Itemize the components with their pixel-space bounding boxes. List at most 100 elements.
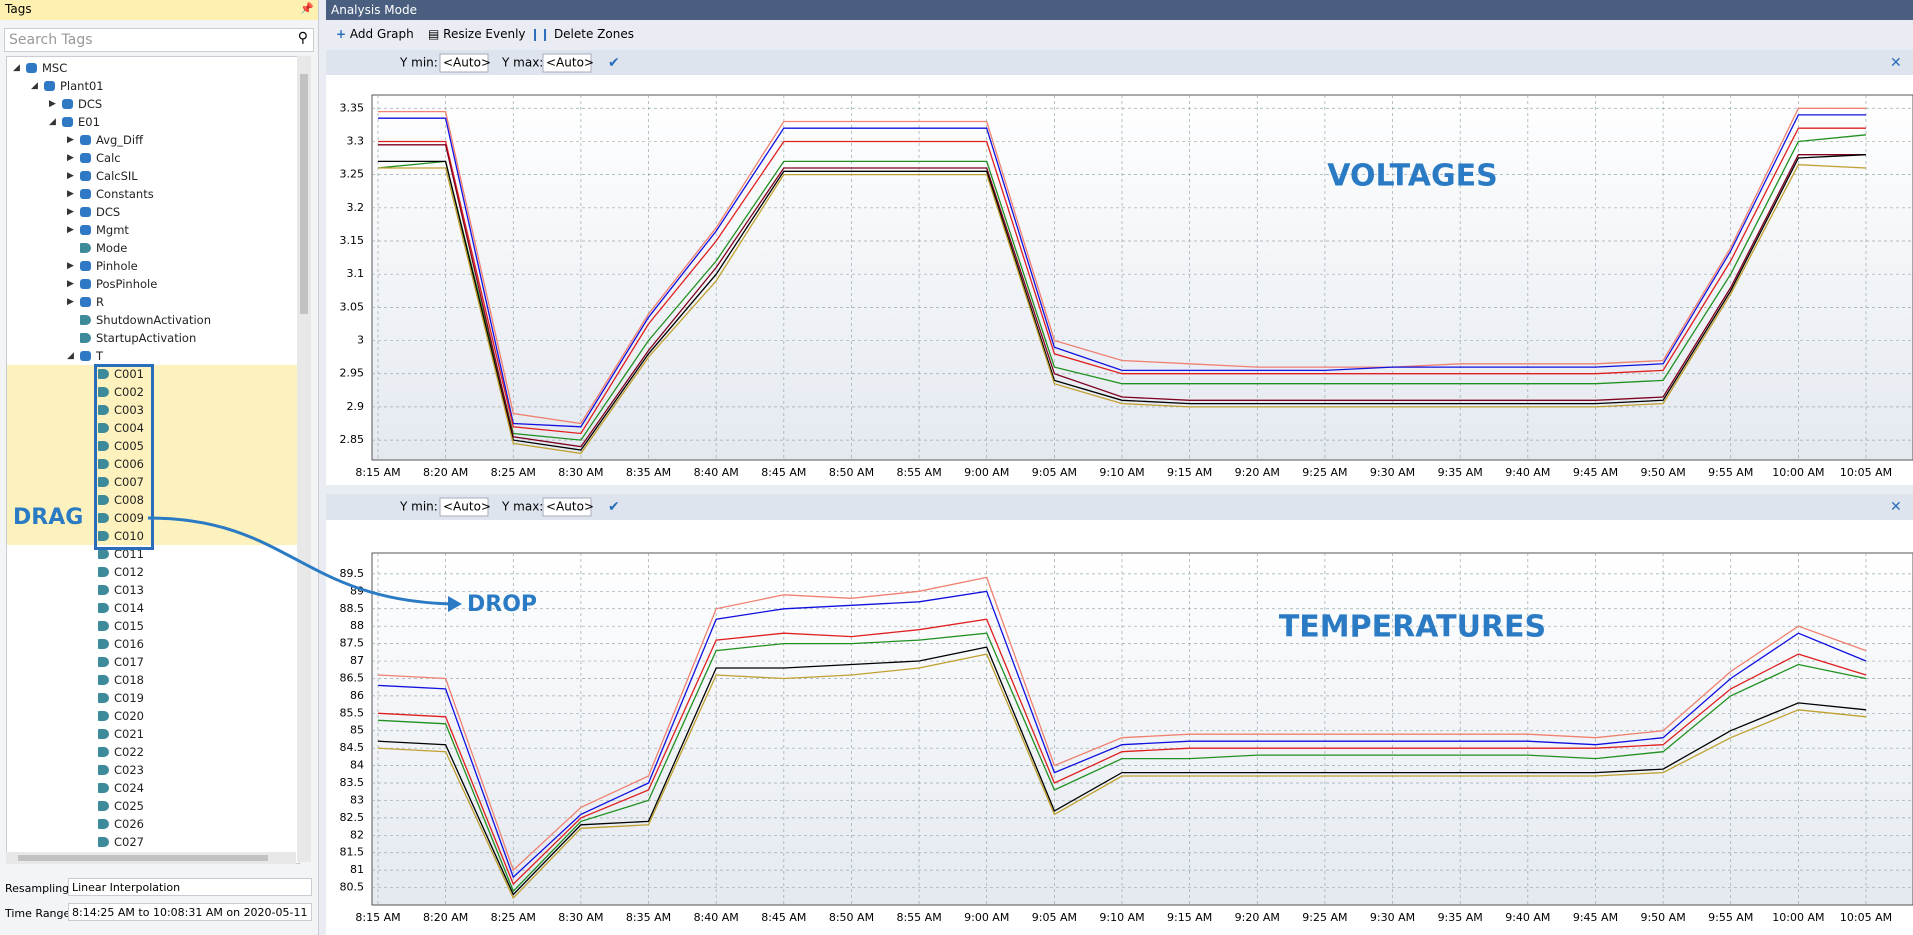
delete-zones-label: Delete Zones [553,27,634,41]
tree-label[interactable]: C010 [114,529,144,543]
expander[interactable]: ▶ [67,207,74,217]
tree-label[interactable]: C012 [114,565,144,579]
tree-label[interactable]: C025 [114,799,144,813]
tree-label[interactable]: Calc [96,151,121,165]
tree-label[interactable]: C006 [114,457,144,471]
tree-label[interactable]: DCS [78,97,103,111]
tree-label[interactable]: C024 [114,781,144,795]
y-tick-label: 83 [350,793,364,806]
expander[interactable]: ▶ [67,135,74,145]
tree-label[interactable]: C027 [114,835,144,849]
tag-icon [98,585,109,595]
tree-label[interactable]: C004 [114,421,144,435]
x-tick-label: 8:35 AM [626,911,671,924]
tree-label[interactable]: Constants [96,187,154,201]
x-tick-label: 8:55 AM [896,911,941,924]
y-max-input[interactable] [542,53,592,73]
expander[interactable]: ▶ [49,99,56,109]
tree-label[interactable]: T [96,349,104,363]
y-min-input[interactable] [439,497,489,517]
tree-label[interactable]: C003 [114,403,144,417]
tree-label[interactable]: ShutdownActivation [96,313,211,327]
x-tick-label: 9:30 AM [1370,466,1415,479]
hscroll-thumb[interactable] [18,855,268,861]
x-tick-label: 10:05 AM [1840,911,1892,924]
folder-icon [80,351,91,361]
resize-evenly-button[interactable]: ▤ Resize Evenly [428,27,526,41]
y-min-value: <Auto> [443,56,491,70]
tree-label[interactable]: C008 [114,493,144,507]
x-tick-label: 8:45 AM [761,466,806,479]
y-max-input[interactable] [542,497,592,517]
close-button: ✕ [1890,499,1902,515]
tree-label[interactable]: E01 [78,115,100,129]
tag-icon [98,513,109,523]
tree-label[interactable]: PosPinhole [96,277,158,291]
tree-label[interactable]: C021 [114,727,144,741]
expander[interactable]: ◢ [13,63,20,73]
tree-label[interactable]: MSC [42,61,68,75]
tree-label[interactable]: Plant01 [60,79,104,93]
add-graph-button[interactable]: + Add Graph [336,27,414,41]
expander[interactable]: ▶ [67,297,74,307]
tree-label[interactable]: C020 [114,709,144,723]
pin-button[interactable]: 📌 [300,2,314,15]
expander[interactable]: ◢ [31,81,38,91]
delete-zones-button[interactable]: ❙❙ Delete Zones [530,27,634,41]
y-tick-label: 86.5 [340,671,365,684]
tag-icon [98,783,109,793]
search-icon[interactable]: ⚲ [297,30,308,46]
tree-label[interactable]: C011 [114,547,144,561]
scrollbar[interactable] [297,56,311,862]
tag-icon [98,675,109,685]
expander[interactable]: ▶ [67,279,74,289]
tree-label[interactable]: C016 [114,637,144,651]
tree-label[interactable]: C014 [114,601,144,615]
tree-label[interactable]: C007 [114,475,144,489]
tree-label[interactable]: C017 [114,655,144,669]
series-line [378,127,1866,435]
tree-label[interactable]: C001 [114,367,144,381]
tree-label[interactable]: C023 [114,763,144,777]
tree-label[interactable]: C005 [114,439,144,453]
expander[interactable]: ▶ [67,189,74,199]
resampling-select[interactable]: Linear Interpolation [68,878,312,896]
expander[interactable]: ◢ [67,351,74,361]
hscrollbar[interactable] [6,852,296,864]
tree-label[interactable]: C015 [114,619,144,633]
tree-label[interactable]: Avg_Diff [96,133,144,147]
tree-label[interactable]: C013 [114,583,144,597]
y-min-input[interactable] [439,53,489,73]
expander[interactable]: ▶ [67,171,74,181]
tag-icon [98,369,109,379]
y-tick-label: 89.5 [340,567,365,580]
tree-label[interactable]: C009 [114,511,144,525]
tree-label[interactable]: C019 [114,691,144,705]
y-tick-label: 81 [350,863,364,876]
tree-label[interactable]: C018 [114,673,144,687]
tree-label[interactable]: C022 [114,745,144,759]
x-tick-label: 9:00 AM [964,911,1009,924]
tree-label[interactable]: DCS [96,205,121,219]
tree-label[interactable]: R [96,295,104,309]
tree-label[interactable]: Mode [96,241,128,255]
scroll-thumb[interactable] [300,74,308,314]
time-range-select[interactable]: 8:14:25 AM to 10:08:31 AM on 2020-05-11 [68,903,312,921]
tag-icon [98,495,109,505]
tree-label[interactable]: Pinhole [96,259,138,273]
expander[interactable]: ◢ [49,117,56,127]
expander[interactable]: ▶ [67,261,74,271]
tree-label[interactable]: C002 [114,385,144,399]
tag-tree: ◢ MSC ◢ Plant01 ▶ DCS ◢ E01 ▶ Avg_Diff ▶ Calc ▶ CalcS… [6,56,300,864]
y-tick-label: 3.25 [340,168,365,181]
tree-label[interactable]: C026 [114,817,144,831]
folder-icon [80,153,91,163]
expander[interactable]: ▶ [67,153,74,163]
tree-label[interactable]: CalcSIL [96,169,138,183]
y-min-label: Y min: [399,500,438,514]
tree-label[interactable]: Mgmt [96,223,129,237]
search-box[interactable]: Search Tags ⚲ [4,28,314,52]
expander[interactable]: ▶ [67,225,74,235]
tree-label[interactable]: StartupActivation [96,331,197,345]
tag-icon [98,837,109,847]
